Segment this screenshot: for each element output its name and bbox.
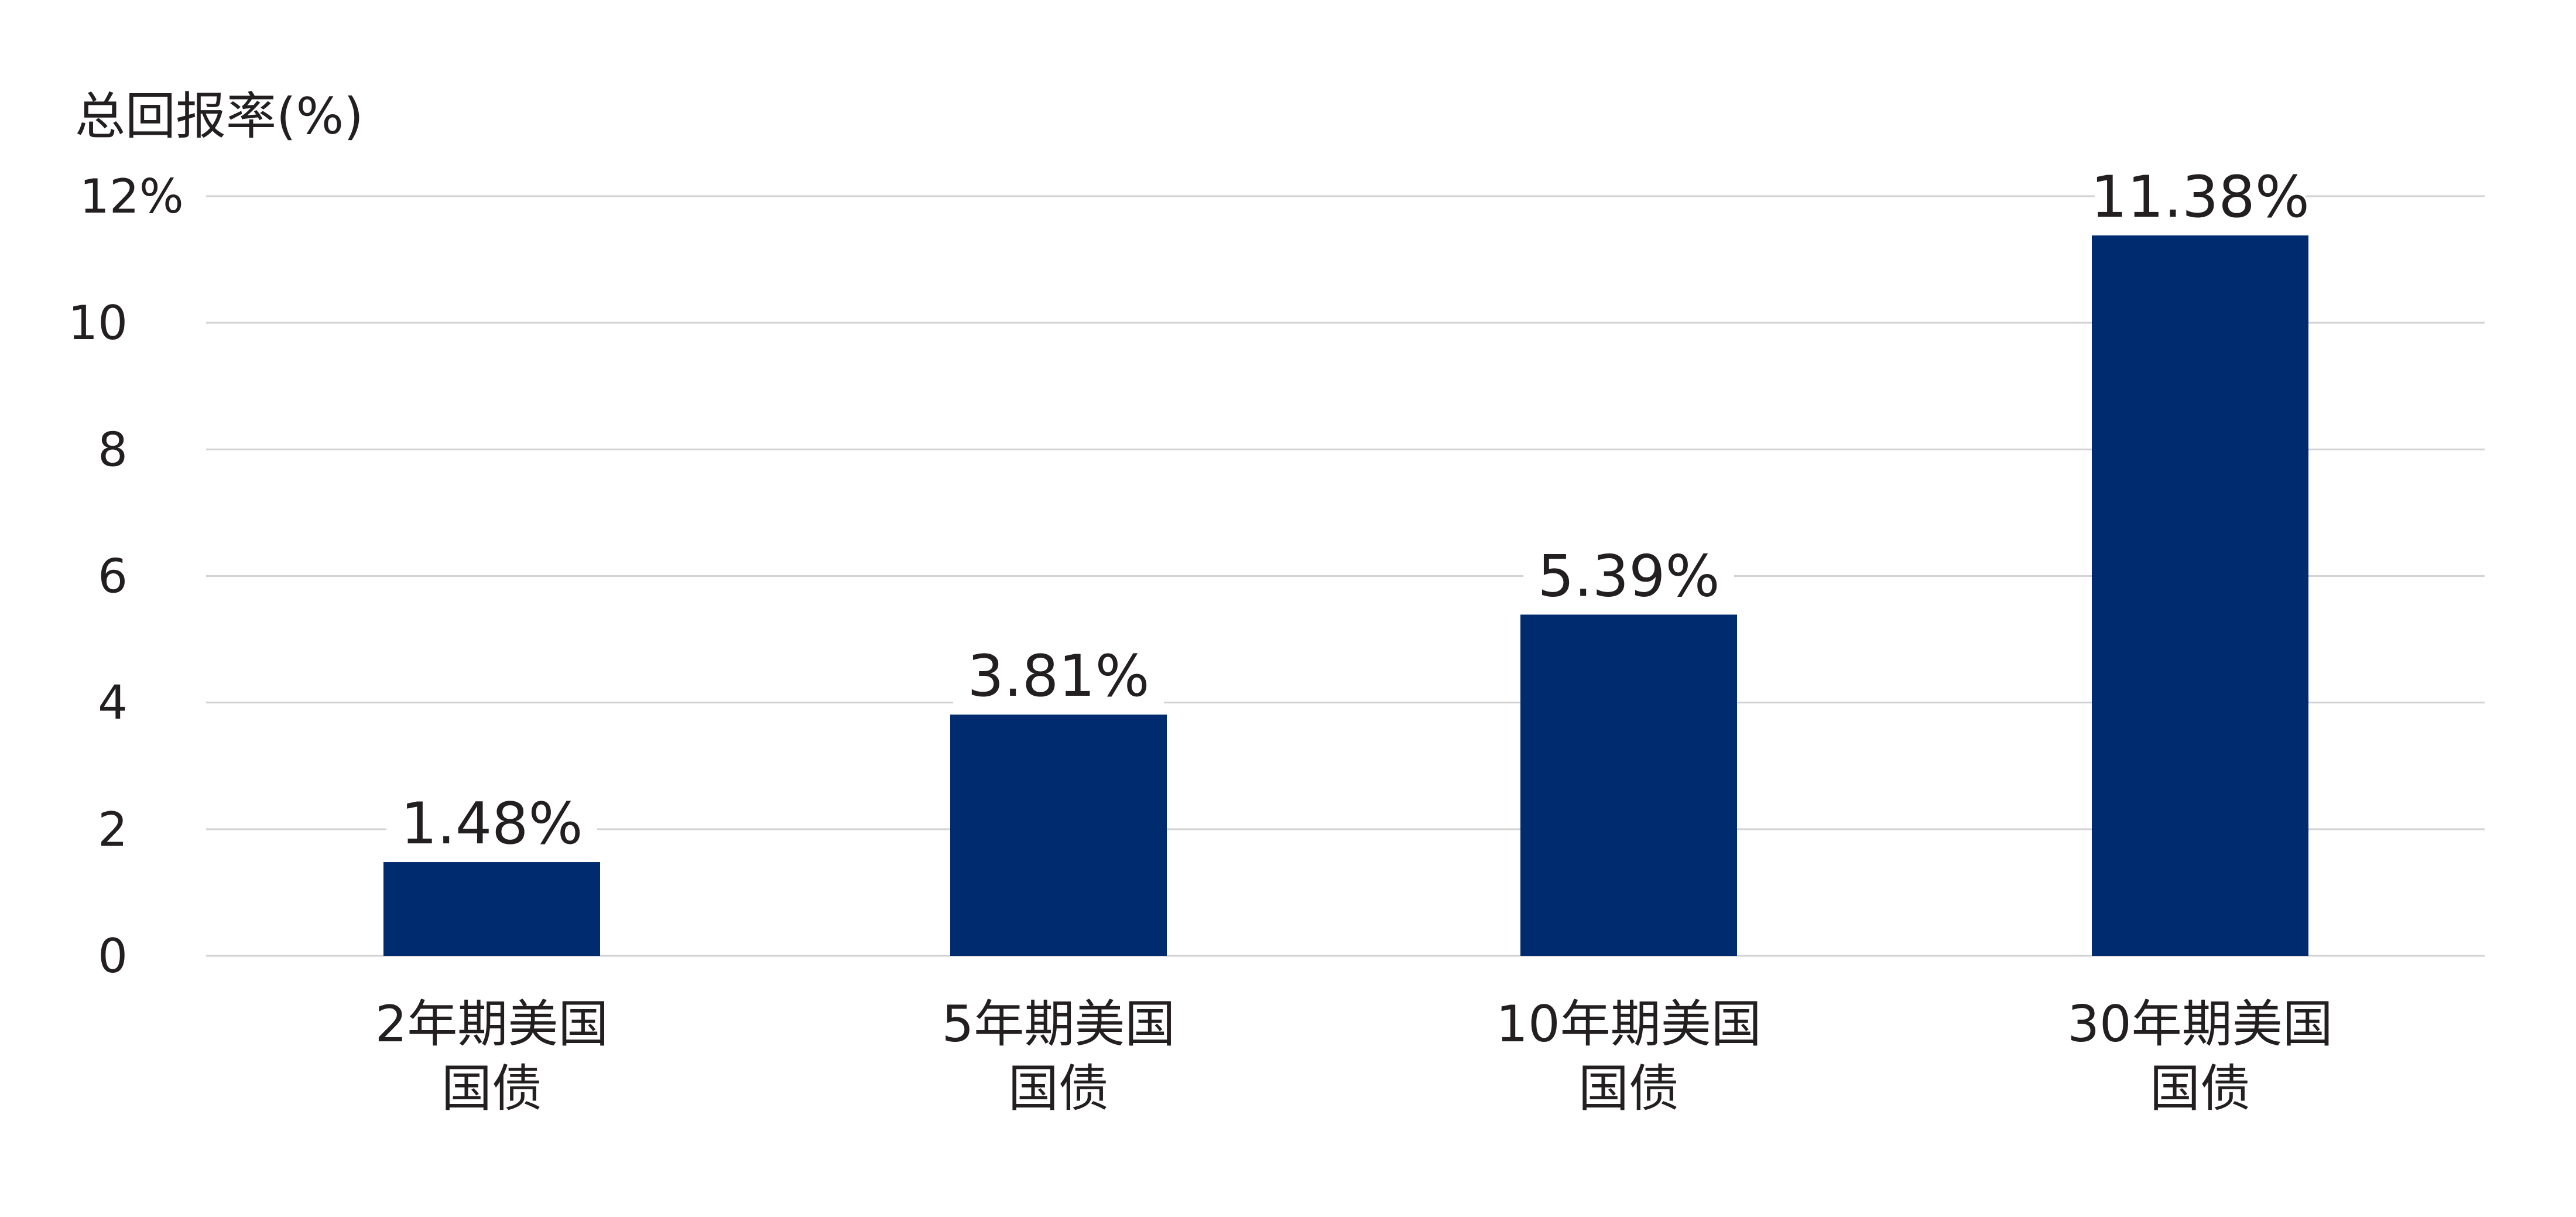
data-label: 11.38% xyxy=(2091,164,2310,231)
data-label: 5.39% xyxy=(1537,543,1719,610)
y-tick-label: 8 xyxy=(98,422,128,477)
x-category-label: 国债 xyxy=(441,1059,542,1118)
x-category-label: 国债 xyxy=(1008,1059,1109,1118)
y-tick-label: 6 xyxy=(98,549,128,604)
y-tick-label: 0 xyxy=(98,929,128,983)
y-axis-label: 总回报率(%) xyxy=(75,87,364,146)
y-tick-label: 10 xyxy=(68,296,128,350)
data-label-background xyxy=(386,793,597,857)
bar xyxy=(2092,235,2308,956)
x-category-label: 2年期美国 xyxy=(375,995,609,1054)
y-tick-label: 2 xyxy=(98,802,128,857)
data-label-background xyxy=(953,645,1164,709)
x-category-label: 国债 xyxy=(2150,1059,2250,1118)
x-category-label: 30年期美国 xyxy=(2067,995,2332,1054)
y-tick-label: 12% xyxy=(80,169,184,224)
data-labels: 1.48% 3.81% 5.39% 11.38% xyxy=(386,164,2310,857)
data-label-background xyxy=(1523,545,1734,609)
data-label: 3.81% xyxy=(967,643,1149,710)
bars xyxy=(383,235,2308,956)
bar xyxy=(1520,614,1737,956)
bar xyxy=(383,862,600,956)
x-category-label: 国债 xyxy=(1578,1059,1679,1118)
data-label: 1.48% xyxy=(400,791,583,857)
data-label-background xyxy=(2095,166,2306,230)
y-axis-ticks: 0 2 4 6 8 10 12% xyxy=(68,169,184,983)
y-tick-label: 4 xyxy=(98,676,128,730)
bar xyxy=(950,715,1167,956)
x-category-label: 10年期美国 xyxy=(1496,995,1761,1054)
x-category-label: 5年期美国 xyxy=(942,995,1176,1054)
